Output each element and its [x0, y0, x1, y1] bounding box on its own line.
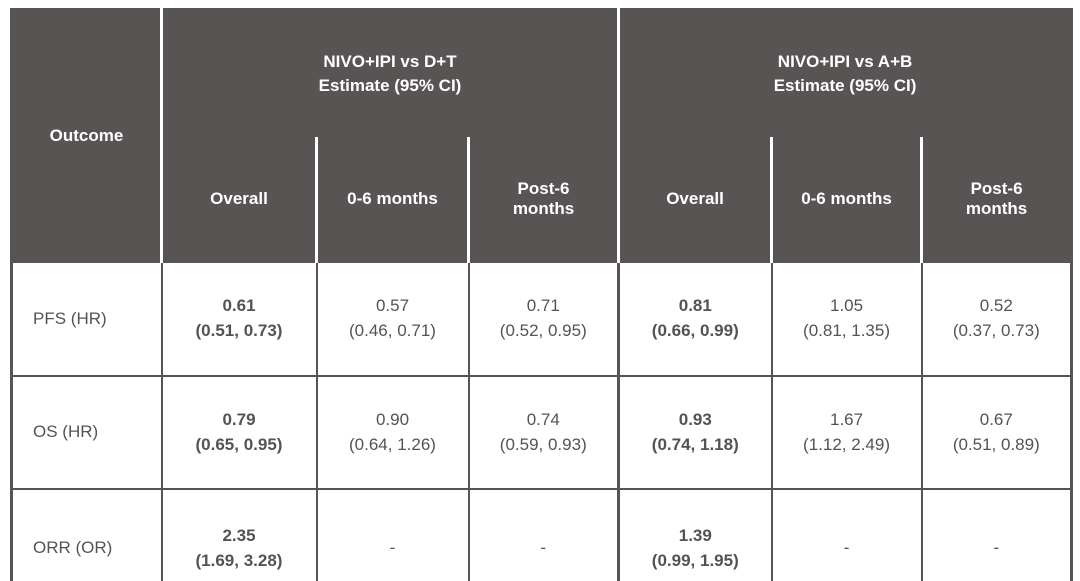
estimate-value: 0.93 [678, 409, 712, 429]
estimate-cell: 0.52 (0.37, 0.73) [920, 261, 1073, 377]
confidence-interval: (0.99, 1.95) [651, 550, 739, 570]
table-body: PFS (HR) 0.61 (0.51, 0.73) 0.57 (0.46, 0.7… [10, 261, 1073, 581]
estimate-cell: - [467, 488, 620, 581]
estimate-cell: 1.39 (0.99, 1.95) [617, 488, 773, 581]
confidence-interval: (0.65, 0.95) [195, 434, 283, 454]
estimate-cell: 1.05 (0.81, 1.35) [770, 261, 923, 377]
confidence-interval: (0.37, 0.73) [952, 321, 1040, 340]
estimate-value: 0.74 [526, 409, 560, 429]
estimate-value: - [540, 538, 547, 558]
outcome-label: PFS (HR) [10, 261, 163, 377]
confidence-interval: (0.52, 0.95) [499, 321, 587, 340]
estimate-cell: 0.90 (0.64, 1.26) [315, 375, 470, 490]
estimate-value: - [389, 538, 396, 558]
subcol-header-label: Post-6 months [965, 179, 1028, 218]
subcol-header-0-6-dt: 0-6 months [315, 137, 469, 262]
estimate-cell: - [770, 488, 923, 581]
estimate-cell: 0.71 (0.52, 0.95) [467, 261, 620, 377]
estimate-cell: 0.81 (0.66, 0.99) [617, 261, 773, 377]
results-table: Outcome NIVO+IPI vs D+T Estimate (95% CI… [10, 8, 1074, 581]
estimate-value: 2.35 [222, 525, 256, 545]
confidence-interval: (1.69, 3.28) [195, 550, 283, 570]
subcol-header-overall-dt: Overall [161, 137, 317, 262]
confidence-interval: (0.66, 0.99) [651, 321, 739, 340]
confidence-interval: (0.81, 1.35) [803, 321, 890, 340]
estimate-cell: 0.57 (0.46, 0.71) [315, 261, 470, 377]
subcol-header-overall-ab: Overall [617, 137, 772, 262]
outcome-column-header: Outcome [11, 9, 163, 262]
subcolumn-header-row: Overall 0-6 months Post-6 months Overall… [12, 137, 1072, 262]
estimate-value: - [843, 538, 850, 558]
estimate-value: 0.52 [979, 296, 1013, 316]
table-row-orr: ORR (OR) 2.35 (1.69, 3.28) - - 1.39 (0.99,… [10, 488, 1073, 581]
estimate-value: 1.05 [829, 296, 864, 316]
estimate-value: 1.39 [678, 525, 712, 545]
estimate-cell: - [920, 488, 1073, 581]
estimate-value: 0.67 [979, 409, 1013, 429]
subcol-header-label: Post-6 months [512, 179, 575, 218]
group-header-ab: NIVO+IPI vs A+B Estimate (95% CI) [617, 9, 1072, 137]
estimate-value: 1.67 [829, 409, 864, 429]
table-row-pfs: PFS (HR) 0.61 (0.51, 0.73) 0.57 (0.46, 0.7… [10, 261, 1073, 377]
subcol-header-0-6-ab: 0-6 months [770, 137, 922, 262]
group-header-row: Outcome NIVO+IPI vs D+T Estimate (95% CI… [11, 9, 1072, 262]
table-header: Outcome NIVO+IPI vs D+T Estimate (95% CI… [11, 9, 1072, 262]
confidence-interval: (0.64, 1.26) [349, 434, 436, 454]
estimate-cell: 2.35 (1.69, 3.28) [160, 488, 318, 581]
outcome-label: OS (HR) [10, 375, 163, 490]
group-title: NIVO+IPI vs D+T [323, 52, 457, 72]
table-row-os: OS (HR) 0.79 (0.65, 0.95) 0.90 (0.64, 1.26… [10, 375, 1073, 490]
group-subtitle: Estimate (95% CI) [773, 76, 917, 95]
confidence-interval: (0.51, 0.89) [952, 434, 1040, 454]
estimate-cell: 1.67 (1.12, 2.49) [770, 375, 923, 490]
outcome-label: ORR (OR) [10, 488, 163, 581]
confidence-interval: (0.51, 0.73) [195, 321, 283, 340]
subcol-header-post6-ab: Post-6 months [920, 137, 1072, 262]
estimate-value: - [993, 538, 1000, 558]
estimate-cell: 0.93 (0.74, 1.18) [617, 375, 773, 490]
confidence-interval: (0.59, 0.93) [499, 434, 587, 454]
group-title: NIVO+IPI vs A+B [777, 52, 913, 72]
estimate-value: 0.71 [526, 296, 560, 316]
group-header-dt: NIVO+IPI vs D+T Estimate (95% CI) [161, 9, 619, 137]
group-subtitle: Estimate (95% CI) [318, 76, 462, 95]
estimate-cell: 0.67 (0.51, 0.89) [920, 375, 1073, 490]
estimate-value: 0.90 [375, 409, 410, 429]
subcol-header-post6-dt: Post-6 months [466, 137, 619, 262]
confidence-interval: (0.46, 0.71) [349, 321, 436, 340]
confidence-interval: (1.12, 2.49) [803, 434, 890, 454]
estimate-value: 0.79 [222, 409, 256, 429]
estimate-cell: 0.79 (0.65, 0.95) [160, 375, 318, 490]
estimate-cell: 0.74 (0.59, 0.93) [467, 375, 620, 490]
estimate-cell: 0.61 (0.51, 0.73) [160, 261, 318, 377]
confidence-interval: (0.74, 1.18) [651, 434, 739, 454]
estimate-value: 0.57 [375, 296, 410, 316]
estimate-value: 0.81 [678, 296, 712, 316]
estimate-cell: - [315, 488, 470, 581]
estimate-value: 0.61 [222, 296, 256, 316]
